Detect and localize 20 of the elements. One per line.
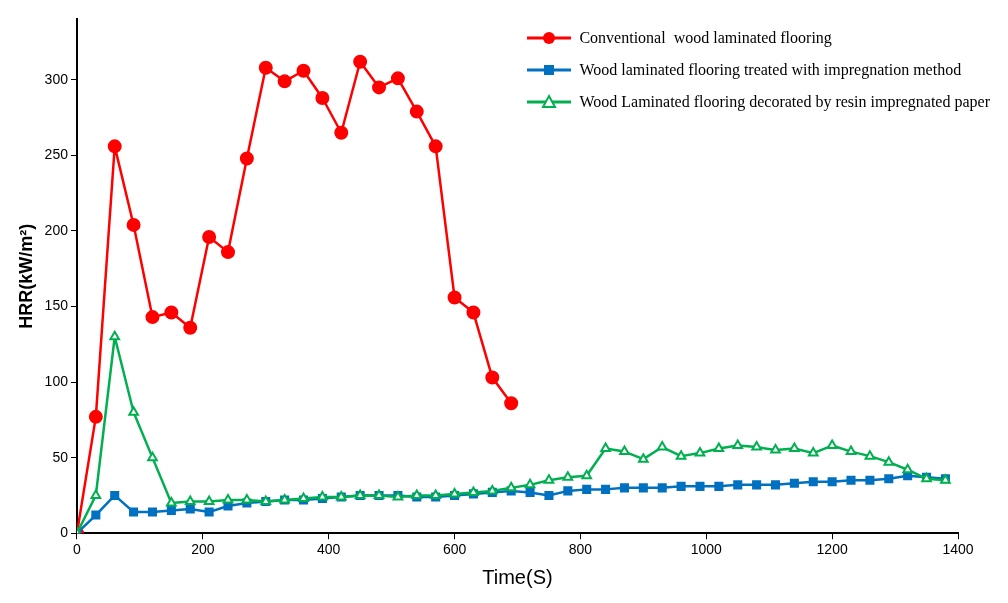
x-tick-label: 1000 [690, 541, 723, 558]
x-tick-label: 200 [191, 541, 215, 558]
y-axis-title: HRR(kW/m²) [15, 223, 36, 329]
y-tick-label: 300 [44, 70, 69, 87]
x-tick-label: 400 [317, 541, 341, 558]
legend-label: Wood laminated flooring treated with impregnation method [579, 61, 962, 79]
x-tick-label: 1200 [816, 541, 848, 558]
x-tick-label: 0 [73, 541, 82, 558]
x-tick-label: 600 [442, 541, 467, 558]
y-tick-label: 50 [52, 448, 69, 465]
y-tick-label: 250 [44, 146, 69, 163]
x-tick-label: 800 [568, 541, 593, 558]
legend-label: Conventional wood laminated flooring [579, 29, 832, 47]
y-tick-label: 200 [44, 221, 69, 238]
y-tick-label: 0 [60, 524, 69, 541]
x-axis-title: Time(S) [482, 565, 553, 588]
legend-label: Wood Laminated flooring decorated by resin impregnated paper [579, 93, 990, 111]
y-tick-label: 100 [44, 372, 69, 389]
x-tick-label: 1400 [942, 541, 974, 558]
y-tick-label: 150 [44, 297, 69, 314]
